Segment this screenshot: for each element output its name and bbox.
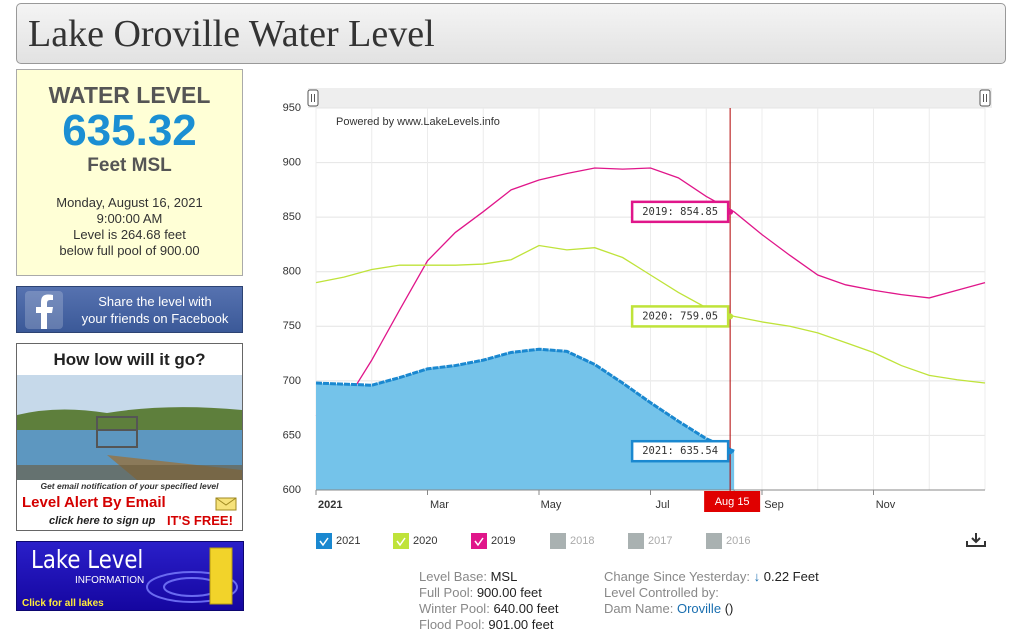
level-note: below full pool of 900.00 <box>59 243 200 258</box>
x-tick-label: 2021 <box>318 499 342 511</box>
ad-badge: IT'S FREE! <box>167 513 233 528</box>
y-tick-label: 650 <box>283 429 301 441</box>
scroll-handle <box>979 89 991 107</box>
y-tick-label: 850 <box>283 211 301 223</box>
legend-box <box>628 533 644 549</box>
line <box>315 167 986 417</box>
ad-headline: Level Alert By Email <box>22 494 166 511</box>
detail-value: 640.00 feet <box>493 601 559 616</box>
tooltip-label: 2019: 854.85 <box>642 206 718 218</box>
mail-icon <box>215 497 237 511</box>
line <box>315 244 986 384</box>
x-tick-label: Aug 15 <box>715 496 750 508</box>
level-unit: Feet MSL <box>87 155 172 176</box>
detail-label: Change Since Yesterday: <box>604 569 750 584</box>
detail-label: Dam Name: <box>604 601 674 616</box>
facebook-logo <box>25 291 63 329</box>
page-title: Lake Oroville Water Level <box>28 13 435 55</box>
detail-row: Dam Name: Oroville () <box>604 601 819 617</box>
detail-row: Level Base: MSL <box>419 569 559 585</box>
x-tick-label: Jul <box>655 499 669 511</box>
detail-link[interactable]: Oroville <box>676 601 722 616</box>
ad-caption: Get email notification of your specified… <box>40 481 219 491</box>
legend-label: 2020 <box>413 535 437 547</box>
level-value: 635.32 <box>62 106 197 155</box>
tooltip <box>630 305 730 328</box>
x-tick-label: Sep <box>764 499 784 511</box>
legend-check <box>319 537 329 547</box>
x-tick-label: Nov <box>876 499 896 511</box>
download-icon <box>966 533 986 547</box>
detail-label: Level Base: <box>419 569 487 584</box>
x-tick-label: May <box>541 499 562 511</box>
annotation: Powered by www.LakeLevels.info <box>336 116 500 128</box>
area <box>316 349 735 490</box>
legend-label: 2017 <box>648 535 672 547</box>
tooltip-label: 2021: 635.54 <box>642 445 718 457</box>
ad-title: How low will it go? <box>53 350 206 369</box>
detail-row: Winter Pool: 640.00 feet <box>419 601 559 617</box>
legend-box <box>706 533 722 549</box>
facebook-text: Share the level with <box>98 294 212 309</box>
detail-label: Flood Pool: <box>419 617 485 632</box>
facebook-text: your friends on Facebook <box>81 311 229 326</box>
legend-check <box>396 537 406 547</box>
lakes-ad[interactable]: Lake Level INFORMATION Click for all lak… <box>16 541 244 611</box>
y-tick-label: 900 <box>283 156 301 168</box>
scroll-handle <box>307 89 319 107</box>
ad-image <box>17 375 242 480</box>
level-heading: WATER LEVEL <box>48 82 211 108</box>
detail-label: Full Pool: <box>419 585 474 600</box>
detail-value: 900.00 feet <box>476 585 542 600</box>
x-tick-label: Mar <box>430 499 449 511</box>
detail-suffix: () <box>724 601 734 616</box>
level-date: Monday, August 16, 2021 <box>56 195 203 210</box>
ad-link: click here to sign up <box>49 515 156 527</box>
y-tick-label: 700 <box>283 375 301 387</box>
detail-label: Winter Pool: <box>419 601 490 616</box>
details-left: Level Base: MSL Full Pool: 900.00 feet Win… <box>419 569 559 633</box>
legend-label: 2019 <box>491 535 515 547</box>
level-box: WATER LEVEL 635.32 Feet MSL Monday, Augu… <box>16 69 243 276</box>
level-note: Level is 264.68 feet <box>73 227 186 242</box>
y-tick-label: 600 <box>283 484 301 496</box>
detail-row: Full Pool: 900.00 feet <box>419 585 559 601</box>
legend-box <box>550 533 566 549</box>
header: Lake Oroville Water Level <box>16 3 1006 64</box>
details-right: Change Since Yesterday: ↓ 0.22 Feet Level… <box>604 569 819 617</box>
detail-value: 0.22 Feet <box>763 569 819 584</box>
detail-value: 901.00 feet <box>488 617 554 632</box>
level-time: 9:00:00 AM <box>96 211 163 226</box>
legend-label: 2018 <box>570 535 594 547</box>
detail-row: Flood Pool: 901.00 feet <box>419 617 559 633</box>
lakes-ad-title: Lake Level <box>31 545 144 574</box>
lakes-ad-art <box>146 547 238 605</box>
facebook-share[interactable]: Share the level with your friends on Face… <box>16 286 243 333</box>
detail-row: Change Since Yesterday: ↓ 0.22 Feet <box>604 569 819 585</box>
legend-label: 2016 <box>726 535 750 547</box>
tooltip <box>630 439 730 463</box>
legend-label: 2021 <box>336 535 360 547</box>
y-tick-label: 800 <box>283 266 301 278</box>
legend-check <box>474 537 484 547</box>
lakes-ad-link: Click for all lakes <box>22 598 104 609</box>
detail-row: Level Controlled by: <box>604 585 819 601</box>
legend-box <box>471 533 487 549</box>
x-highlight <box>704 491 761 512</box>
legend-box <box>393 533 409 549</box>
y-tick-label: 950 <box>283 102 301 114</box>
tooltip-label: 2020: 759.05 <box>642 310 718 322</box>
detail-value: MSL <box>490 569 518 584</box>
lakes-ad-subtitle: INFORMATION <box>75 575 145 586</box>
detail-label: Level Controlled by: <box>604 585 719 600</box>
detail-arrow: ↓ <box>753 569 761 584</box>
line <box>315 347 735 453</box>
tooltip <box>630 200 730 224</box>
legend-box <box>316 533 332 549</box>
scrollbar <box>308 88 992 108</box>
alert-ad[interactable]: How low will it go? Get email notificati… <box>16 343 243 531</box>
y-tick-label: 750 <box>283 320 301 332</box>
